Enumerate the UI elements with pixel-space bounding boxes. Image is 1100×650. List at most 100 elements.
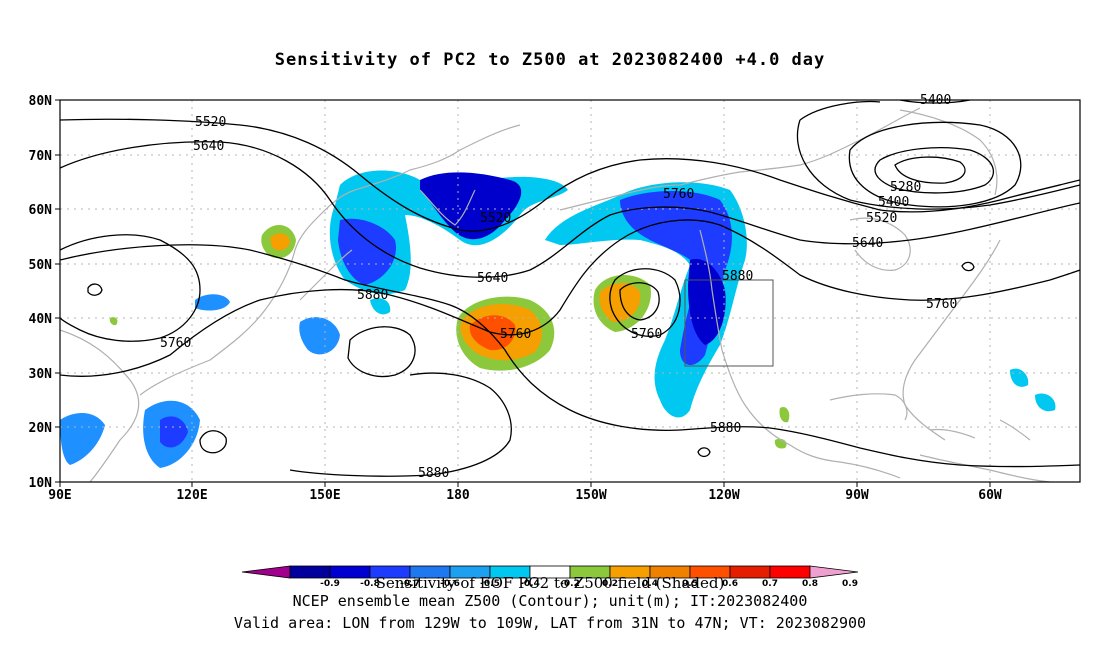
colorbar-tick-label: -0.6 xyxy=(440,579,460,589)
contour-5760-west xyxy=(60,234,201,342)
colorbar-tick-label: 0.6 xyxy=(722,579,738,589)
lat-label: 40N xyxy=(29,312,53,327)
contour-labels: 5520 5640 5760 5880 5520 5640 5880 5760 … xyxy=(160,93,957,481)
contour-label: 5880 xyxy=(418,466,449,481)
shade-neg-atlantic xyxy=(1010,368,1029,387)
lat-label: 70N xyxy=(29,149,53,164)
lon-label: 60W xyxy=(978,488,1002,503)
coast-greenland xyxy=(899,109,998,196)
contour-5880-tiny xyxy=(87,283,103,296)
shade-pos-mexico xyxy=(779,406,790,423)
contour-label: 5520 xyxy=(195,115,226,130)
shade-neg-ne-pacific-deep xyxy=(688,259,726,345)
shade-pos-hawaii-west xyxy=(109,317,118,326)
colorbar-tick-label: -0.5 xyxy=(480,579,500,589)
contour-5880-pacific-high xyxy=(347,326,416,378)
contour-5280-inner xyxy=(894,156,966,184)
lat-label: 30N xyxy=(29,367,53,382)
coast-sa xyxy=(919,454,1051,482)
sensitivity-shading xyxy=(60,170,1056,468)
contour-label: 5520 xyxy=(866,211,897,226)
contour-label: 5280 xyxy=(890,180,921,195)
shade-neg-blob2 xyxy=(299,317,340,355)
contour-label: 5640 xyxy=(852,236,883,251)
contour-5880-ring xyxy=(619,282,660,321)
colorbar-tick-label: 0.2 xyxy=(602,579,618,589)
contour-label: 5760 xyxy=(926,297,957,312)
lon-labels: 90E 120E 150E 180 150W 120W 90W 60W xyxy=(48,488,1002,503)
colorbar-tick-label: 0.8 xyxy=(802,579,818,589)
contour-label: 5760 xyxy=(631,327,662,342)
contour-label: 5760 xyxy=(663,187,694,202)
contour-5880-tiny2 xyxy=(697,447,711,458)
map-title: Sensitivity of PC2 to Z500 at 2023082400… xyxy=(274,50,826,70)
contour-label: 5520 xyxy=(480,211,511,226)
colorbar: -0.9 -0.8 -0.7 -0.6 -0.5 -0.4 -0.2 0.2 0.4 0.5 0.6… xyxy=(241,565,859,589)
lon-label: 90W xyxy=(845,488,869,503)
contour-label: 5760 xyxy=(160,336,191,351)
contour-5400-top xyxy=(899,100,971,104)
contour-small-ring xyxy=(961,261,975,272)
contour-5280 xyxy=(874,147,995,194)
contour-label: 5760 xyxy=(500,327,531,342)
map-frame xyxy=(59,99,1081,483)
footer-valid-area: Valid area: LON from 129W to 109W, LAT f… xyxy=(233,614,867,632)
shade-neg-atlantic2 xyxy=(1035,393,1056,412)
colorbar-tick-label: -0.2 xyxy=(560,579,580,589)
lat-label: 50N xyxy=(29,258,53,273)
coast-gulf xyxy=(829,393,908,421)
lon-label: 150E xyxy=(309,488,340,503)
colorbar-tick-label: -0.9 xyxy=(320,579,340,589)
lat-labels: 80N 70N 60N 50N 40N 30N 20N 10N xyxy=(29,94,53,491)
contour-5880-south xyxy=(289,372,512,477)
lon-label: 120E xyxy=(176,488,207,503)
colorbar-tick-label: 0.4 xyxy=(642,579,658,589)
colorbar-end-high xyxy=(809,565,859,579)
lat-label: 80N xyxy=(29,94,53,109)
coast-na-west xyxy=(699,229,901,479)
coastlines xyxy=(60,107,1051,482)
colorbar-tick-label: 0.5 xyxy=(682,579,698,589)
shade-neg-philippines-core xyxy=(160,416,188,448)
valid-area-box xyxy=(684,279,774,367)
contour-5520 xyxy=(60,118,1080,232)
shade-neg-se-asia xyxy=(60,413,105,465)
colorbar-tick-label: 0.7 xyxy=(762,579,778,589)
z500-contours xyxy=(60,100,1080,477)
colorbar-label: Sensitivity of EOF PC2 to Z500 field (Sh… xyxy=(375,574,725,592)
colorbar-tick-label: -0.4 xyxy=(520,579,540,589)
coast-hudson xyxy=(849,217,911,271)
lon-label: 120W xyxy=(708,488,739,503)
contour-5760-low xyxy=(609,268,681,337)
contour-label: 5400 xyxy=(878,195,909,210)
contour-label: 5640 xyxy=(193,139,224,154)
shade-neg-kamchatka-core xyxy=(420,172,522,240)
lat-label: 10N xyxy=(29,476,53,491)
lat-label: 60N xyxy=(29,203,53,218)
coast-alaska xyxy=(559,107,921,211)
contour-label: 5640 xyxy=(477,271,508,286)
colorbar-tick-label: 0.9 xyxy=(842,579,858,589)
contour-5880-main xyxy=(60,244,1080,468)
shade-neg-blob3 xyxy=(370,298,391,315)
coast-na-east xyxy=(902,239,1001,441)
contour-label: 5880 xyxy=(722,269,753,284)
contour-label: 5880 xyxy=(710,421,741,436)
lat-label: 20N xyxy=(29,421,53,436)
contour-5520-east xyxy=(796,100,1080,210)
grid xyxy=(60,100,1080,482)
contour-5640 xyxy=(60,141,1080,278)
contour-label: 5880 xyxy=(357,288,388,303)
coast-caribbean xyxy=(929,419,1031,441)
lon-label: 180 xyxy=(446,488,470,503)
coast-kamchatka xyxy=(419,189,476,226)
shade-neg-japan xyxy=(338,218,396,285)
lon-label: 90E xyxy=(48,488,71,503)
colorbar-tick-label: -0.7 xyxy=(400,579,420,589)
colorbar-tick-label: -0.8 xyxy=(360,579,380,589)
contour-5400 xyxy=(848,121,1022,208)
coast-asia xyxy=(60,124,521,482)
contour-5880-small xyxy=(199,430,227,454)
lon-label: 150W xyxy=(575,488,606,503)
